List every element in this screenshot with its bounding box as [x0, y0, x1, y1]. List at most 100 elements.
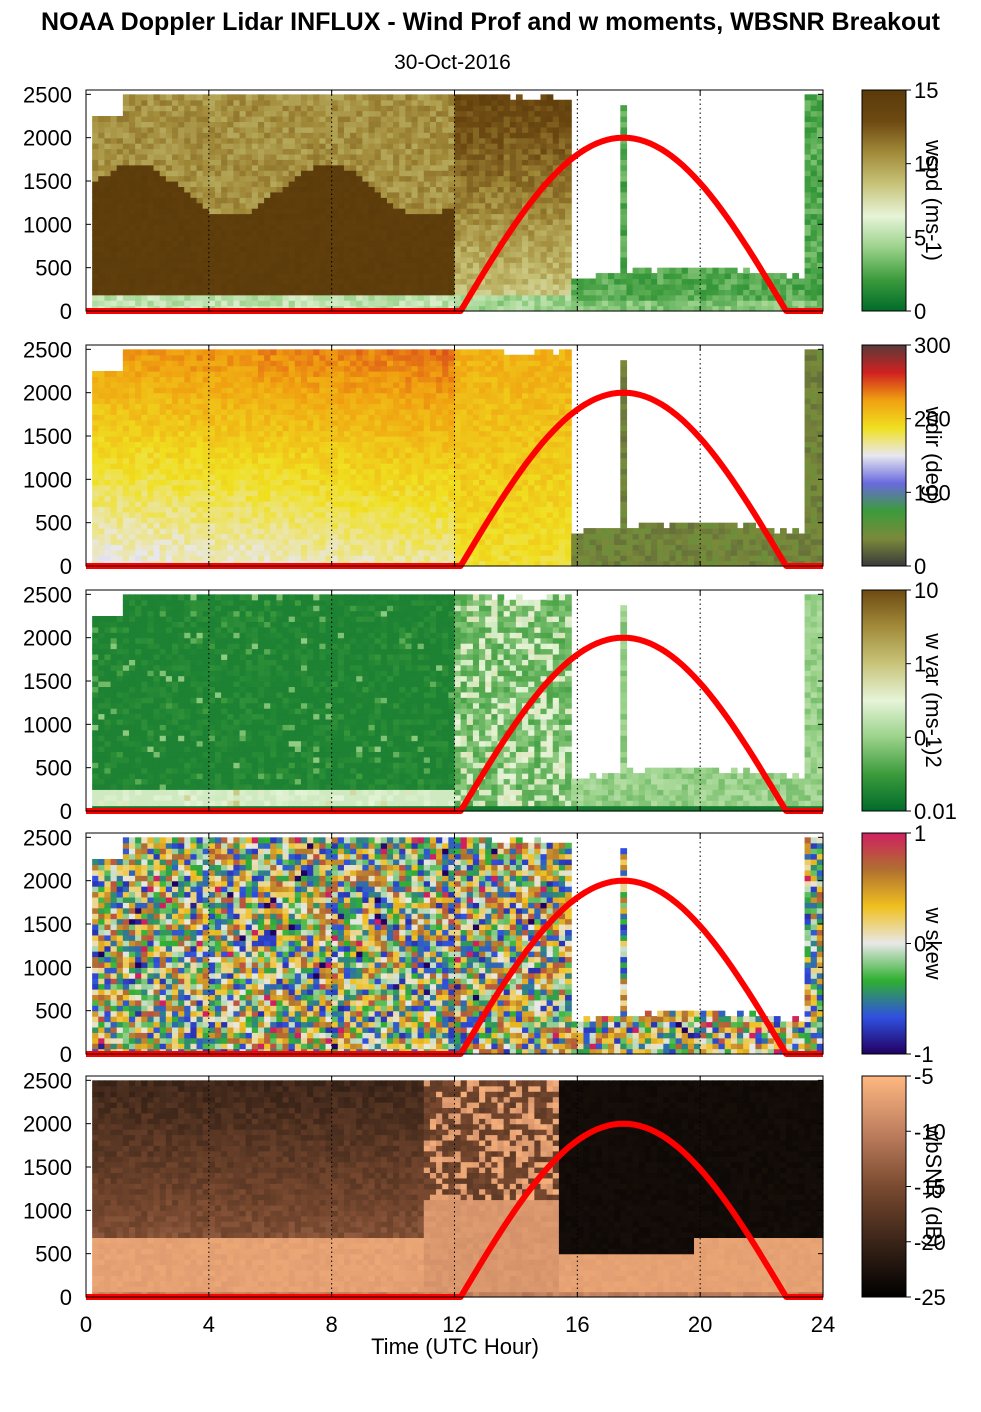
heatmap-cell: [559, 284, 566, 290]
heatmap-cell: [504, 127, 511, 133]
heatmap-cell: [135, 295, 142, 301]
heatmap-cell: [442, 203, 449, 209]
heatmap-cell: [154, 289, 161, 295]
heatmap-cell: [190, 176, 197, 182]
heatmap-cell: [160, 506, 167, 512]
heatmap-cell: [289, 490, 296, 496]
heatmap-cell: [123, 273, 130, 279]
heatmap-cell: [264, 246, 271, 252]
heatmap-cell: [749, 284, 756, 290]
heatmap-cell: [283, 512, 290, 518]
heatmap-cell: [307, 105, 314, 111]
heatmap-cell: [448, 273, 455, 279]
heatmap-cell: [369, 246, 376, 252]
heatmap-cell: [424, 219, 431, 225]
heatmap-cell: [301, 490, 308, 496]
heatmap-cell: [620, 186, 627, 192]
heatmap-cell: [276, 181, 283, 187]
heatmap-cell: [295, 479, 302, 485]
heatmap-cell: [473, 224, 480, 230]
heatmap-cell: [811, 121, 818, 127]
heatmap-cell: [276, 490, 283, 496]
heatmap-cell: [276, 512, 283, 518]
heatmap-cell: [240, 366, 247, 372]
heatmap-cell: [160, 501, 167, 507]
heatmap-cell: [289, 94, 296, 100]
heatmap-cell: [393, 251, 400, 257]
heatmap-cell: [811, 230, 818, 236]
heatmap-cell: [209, 94, 216, 100]
heatmap-cell: [405, 181, 412, 187]
heatmap-cell: [233, 349, 240, 355]
heatmap-cell: [209, 539, 216, 545]
heatmap-cell: [92, 479, 99, 485]
heatmap-cell: [295, 431, 302, 437]
heatmap-cell: [227, 116, 234, 122]
heatmap-cell: [246, 105, 253, 111]
heatmap-cell: [172, 230, 179, 236]
heatmap-cell: [295, 224, 302, 230]
heatmap-cell: [350, 295, 357, 301]
heatmap-cell: [252, 490, 259, 496]
heatmap-cell: [98, 165, 105, 171]
heatmap-cell: [135, 485, 142, 491]
heatmap-cell: [104, 273, 111, 279]
heatmap-cell: [510, 132, 517, 138]
heatmap-cell: [166, 463, 173, 469]
heatmap-cell: [577, 279, 584, 285]
heatmap-cell: [811, 251, 818, 257]
heatmap-cell: [160, 197, 167, 203]
heatmap-cell: [399, 262, 406, 268]
heatmap-cell: [283, 262, 290, 268]
heatmap-cell: [178, 398, 185, 404]
heatmap-cell: [215, 382, 222, 388]
heatmap-cell: [485, 246, 492, 252]
heatmap-cell: [104, 279, 111, 285]
heatmap-cell: [264, 111, 271, 117]
heatmap-cell: [104, 295, 111, 301]
heatmap-cell: [184, 490, 191, 496]
heatmap-cell: [393, 111, 400, 117]
heatmap-cell: [387, 165, 394, 171]
heatmap-cell: [418, 273, 425, 279]
heatmap-cell: [258, 404, 265, 410]
heatmap-cell: [344, 94, 351, 100]
heatmap-cell: [209, 528, 216, 534]
heatmap-cell: [117, 262, 124, 268]
heatmap-cell: [504, 295, 511, 301]
heatmap-cell: [129, 219, 136, 225]
heatmap-cell: [516, 203, 523, 209]
heatmap-cell: [270, 214, 277, 220]
heatmap-cell: [547, 241, 554, 247]
heatmap-cell: [184, 447, 191, 453]
heatmap-cell: [240, 186, 247, 192]
heatmap-cell: [111, 458, 118, 464]
heatmap-cell: [547, 284, 554, 290]
heatmap-cell: [510, 284, 517, 290]
heatmap-cell: [516, 121, 523, 127]
heatmap-cell: [387, 149, 394, 155]
heatmap-cell: [338, 116, 345, 122]
heatmap-cell: [233, 555, 240, 561]
heatmap-cell: [209, 376, 216, 382]
heatmap-cell: [387, 105, 394, 111]
heatmap-cell: [301, 409, 308, 415]
heatmap-cell: [111, 544, 118, 550]
heatmap-cell: [528, 100, 535, 106]
heatmap-cell: [528, 138, 535, 144]
heatmap-cell: [614, 279, 621, 285]
heatmap-cell: [381, 94, 388, 100]
heatmap-cell: [522, 127, 529, 133]
heatmap-cell: [190, 300, 197, 306]
heatmap-cell: [491, 94, 498, 100]
heatmap-cell: [276, 382, 283, 388]
heatmap-cell: [98, 251, 105, 257]
heatmap-cell: [620, 273, 627, 279]
heatmap-cell: [369, 176, 376, 182]
heatmap-cell: [190, 506, 197, 512]
heatmap-cell: [412, 230, 419, 236]
heatmap-cell: [436, 143, 443, 149]
heatmap-cell: [246, 501, 253, 507]
heatmap-cell: [737, 273, 744, 279]
heatmap-cell: [620, 262, 627, 268]
